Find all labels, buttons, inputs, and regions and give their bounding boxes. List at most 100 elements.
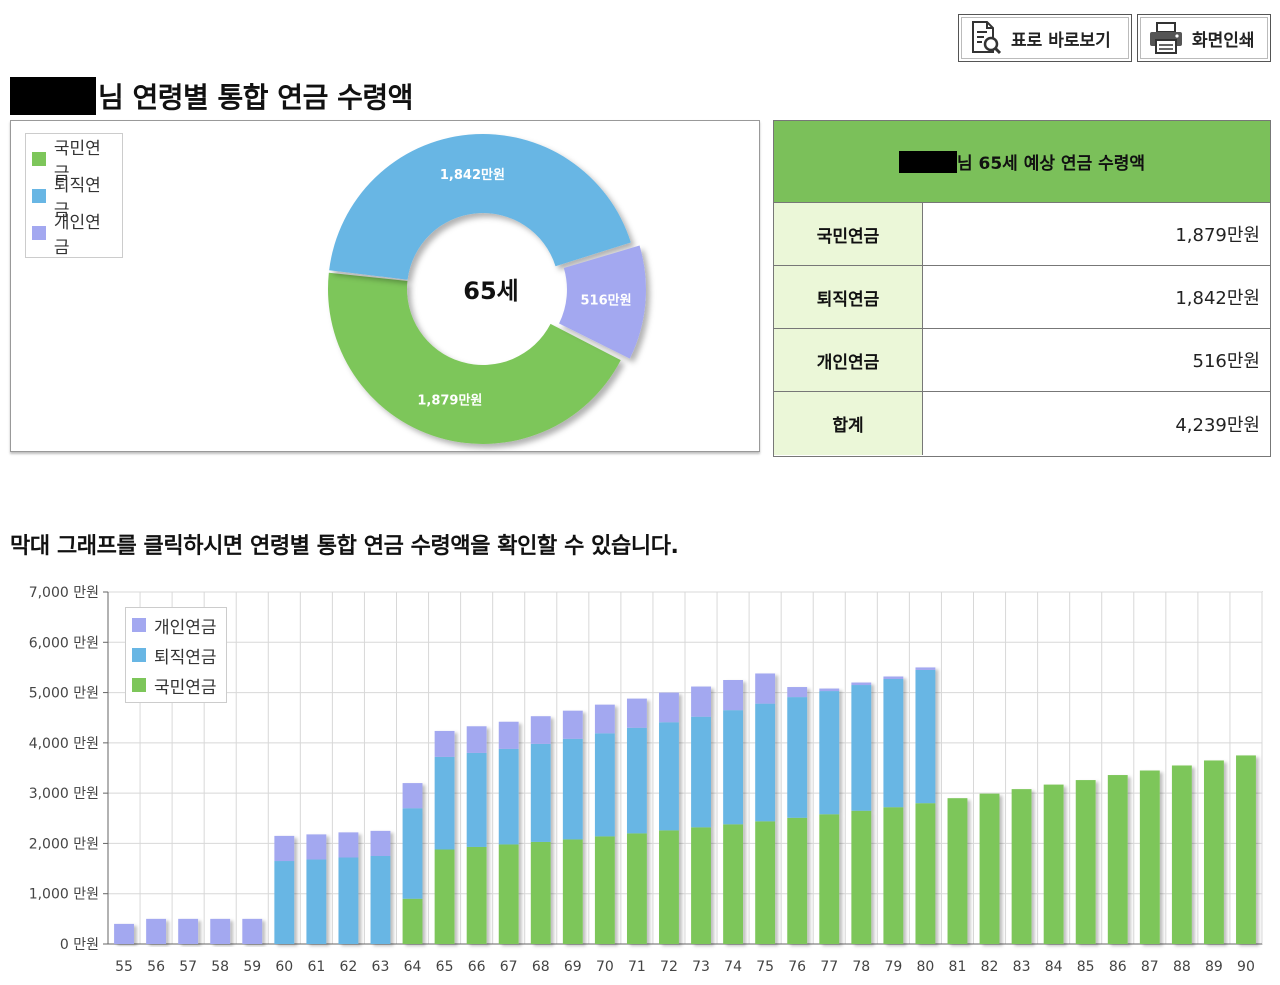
bar-group-age-64[interactable]: [402, 783, 423, 944]
legend-item[interactable]: 국민연금: [132, 670, 220, 700]
bar-segment[interactable]: [498, 844, 519, 944]
bar-segment[interactable]: [434, 756, 455, 850]
bar-segment[interactable]: [626, 698, 647, 728]
bar-segment[interactable]: [723, 680, 744, 711]
bar-segment[interactable]: [434, 730, 455, 757]
bar-segment[interactable]: [755, 821, 776, 944]
bar-group-age-78[interactable]: [851, 682, 872, 944]
bar-segment[interactable]: [883, 807, 904, 944]
legend-item[interactable]: 개인연금: [32, 213, 116, 258]
bar-segment[interactable]: [146, 918, 167, 944]
bar-group-age-56[interactable]: [146, 918, 167, 944]
bar-segment[interactable]: [306, 859, 327, 944]
bar-segment[interactable]: [338, 857, 359, 944]
bar-segment[interactable]: [402, 808, 423, 899]
bar-segment[interactable]: [1203, 760, 1224, 944]
bar-segment[interactable]: [979, 793, 1000, 944]
bar-segment[interactable]: [338, 832, 359, 858]
bar-group-age-57[interactable]: [178, 918, 199, 944]
bar-group-age-75[interactable]: [755, 673, 776, 944]
bar-segment[interactable]: [819, 691, 840, 815]
bar-segment[interactable]: [1236, 755, 1256, 944]
bar-segment[interactable]: [306, 834, 327, 860]
bar-segment[interactable]: [498, 721, 519, 749]
bar-segment[interactable]: [530, 841, 551, 944]
bar-segment[interactable]: [562, 839, 583, 944]
bar-group-age-71[interactable]: [626, 698, 647, 944]
bar-segment[interactable]: [1107, 775, 1128, 944]
donut-slice-2[interactable]: [329, 133, 631, 280]
donut-slice-1[interactable]: [328, 272, 621, 444]
bar-segment[interactable]: [915, 667, 936, 670]
bar-group-age-88[interactable]: [1171, 765, 1192, 944]
print-screen-button[interactable]: 화면인쇄: [1137, 14, 1271, 62]
bar-group-age-72[interactable]: [659, 692, 679, 944]
bar-group-age-81[interactable]: [947, 798, 968, 944]
bar-group-age-73[interactable]: [691, 686, 711, 944]
bar-segment[interactable]: [210, 918, 231, 944]
bar-segment[interactable]: [691, 716, 711, 828]
bar-group-age-61[interactable]: [306, 834, 327, 944]
bar-segment[interactable]: [1171, 765, 1192, 944]
bar-segment[interactable]: [691, 686, 711, 717]
bar-segment[interactable]: [883, 676, 904, 679]
legend-item[interactable]: 개인연금: [132, 610, 220, 640]
bar-group-age-82[interactable]: [979, 793, 1000, 944]
bar-group-age-76[interactable]: [787, 687, 808, 944]
bar-group-age-67[interactable]: [498, 721, 519, 944]
bar-segment[interactable]: [594, 733, 615, 837]
bar-group-age-84[interactable]: [1043, 784, 1064, 944]
bar-group-age-87[interactable]: [1139, 770, 1160, 944]
bar-group-age-89[interactable]: [1203, 760, 1224, 944]
bar-group-age-55[interactable]: [114, 923, 134, 944]
bar-segment[interactable]: [1043, 784, 1064, 944]
bar-segment[interactable]: [851, 810, 872, 944]
bar-group-age-74[interactable]: [723, 680, 744, 944]
bar-segment[interactable]: [851, 685, 872, 811]
bar-group-age-63[interactable]: [370, 830, 391, 944]
bar-segment[interactable]: [434, 849, 455, 944]
bar-segment[interactable]: [1075, 780, 1096, 944]
bar-segment[interactable]: [787, 817, 808, 944]
bar-group-age-68[interactable]: [530, 716, 551, 944]
bar-segment[interactable]: [947, 798, 968, 944]
bar-segment[interactable]: [851, 682, 872, 686]
bar-group-age-86[interactable]: [1107, 775, 1128, 944]
bar-segment[interactable]: [819, 814, 840, 944]
bar-segment[interactable]: [659, 722, 679, 831]
bar-group-age-66[interactable]: [466, 726, 487, 944]
bar-segment[interactable]: [594, 836, 615, 944]
bar-segment[interactable]: [466, 752, 487, 847]
donut-slice-3[interactable]: [559, 245, 646, 359]
bar-segment[interactable]: [530, 743, 551, 842]
bar-segment[interactable]: [466, 846, 487, 944]
bar-segment[interactable]: [1139, 770, 1160, 944]
bar-segment[interactable]: [562, 738, 583, 840]
bar-segment[interactable]: [370, 856, 391, 944]
bar-group-age-83[interactable]: [1011, 789, 1032, 944]
bar-segment[interactable]: [659, 692, 679, 723]
bar-segment[interactable]: [626, 727, 647, 834]
bar-group-age-80[interactable]: [915, 667, 936, 944]
bar-segment[interactable]: [370, 830, 391, 856]
bar-segment[interactable]: [659, 830, 679, 944]
bar-segment[interactable]: [723, 710, 744, 825]
bar-segment[interactable]: [787, 697, 808, 818]
bar-group-age-65[interactable]: [434, 730, 455, 944]
bar-segment[interactable]: [530, 716, 551, 744]
bar-segment[interactable]: [594, 704, 615, 734]
bar-segment[interactable]: [723, 824, 744, 944]
bar-segment[interactable]: [402, 783, 423, 809]
bar-group-age-85[interactable]: [1075, 780, 1096, 944]
bar-group-age-70[interactable]: [594, 704, 615, 944]
bar-segment[interactable]: [755, 703, 776, 822]
legend-item[interactable]: 퇴직연금: [132, 640, 220, 670]
bar-segment[interactable]: [114, 923, 134, 944]
bar-segment[interactable]: [915, 669, 936, 804]
bar-segment[interactable]: [274, 861, 295, 944]
bar-segment[interactable]: [242, 918, 263, 944]
bar-group-age-60[interactable]: [274, 835, 295, 944]
bar-segment[interactable]: [819, 688, 840, 692]
bar-group-age-58[interactable]: [210, 918, 231, 944]
bar-segment[interactable]: [691, 827, 711, 944]
